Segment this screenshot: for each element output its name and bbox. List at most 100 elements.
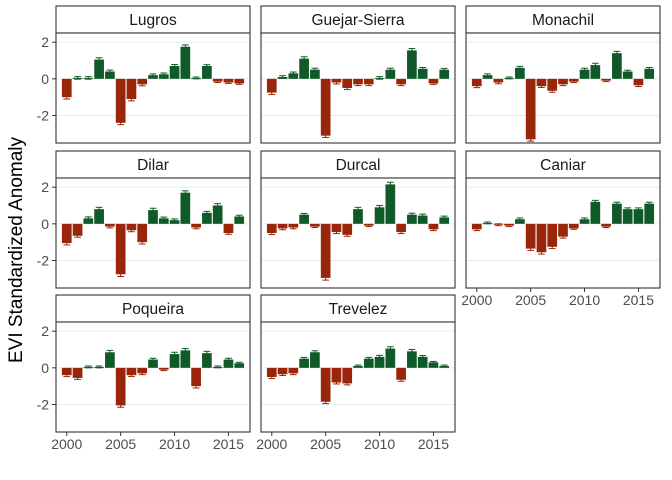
y-tick-label: 2 [41,34,49,50]
bar [515,219,525,224]
bar [385,184,396,224]
x-tick-label: 2005 [515,292,546,308]
bar [590,65,601,79]
bar [320,367,331,402]
bar [396,367,406,380]
panel-guejar-sierra: Guejar-Sierra [260,5,456,144]
bar [439,217,450,224]
y-tick-label: 2 [41,323,49,339]
bar [234,216,245,224]
bar [374,207,385,224]
bar [137,367,148,374]
bar [342,223,353,235]
panel-strip [465,5,661,34]
x-tick-label: 2015 [418,436,449,452]
bar [482,75,493,79]
bar [288,367,299,374]
bar [310,69,320,79]
bar [417,356,428,368]
bar [180,46,191,79]
bar [579,219,590,224]
bar [385,69,396,79]
panel-caniar: Caniar 2000 2005 2010 2015 [461,150,661,308]
bar [353,209,363,224]
bar [612,53,622,79]
bar [234,363,245,368]
bar [407,214,417,224]
bar [169,220,180,224]
bar [169,66,180,79]
panel-strip [55,5,251,34]
bar [363,78,374,85]
bar [525,223,536,249]
bar [223,78,234,83]
plot-background [261,33,455,143]
bar [299,58,309,79]
bar [61,223,72,244]
bar [363,358,374,368]
y-tick-label: -2 [37,397,50,413]
panel-border [260,177,456,289]
panel-lugros: Lugros -2 0 2 [37,5,251,144]
bar [299,214,309,224]
panel-title: Guejar-Sierra [311,12,404,29]
bar [396,78,406,85]
bar [202,353,212,368]
x-tick-label: 2000 [256,436,287,452]
x-tick-label: 2005 [310,436,341,452]
bar [223,359,234,368]
panels-layer: Lugros -2 0 2 Guejar-Sierra Monachil Dilar -2 0 2… [37,5,661,452]
bar [353,78,363,85]
bar [126,78,137,99]
plot-background [56,33,250,143]
x-tick-label: 2015 [623,292,654,308]
panel-monachil: Monachil [465,5,661,144]
bar [137,223,148,243]
panel-durcal: Durcal [260,150,456,289]
bar [288,73,299,79]
panel-title: Trevelez [329,301,388,318]
plot-background [56,178,250,288]
bar [536,78,547,87]
bar [590,201,601,224]
bar [568,223,579,229]
bar [428,223,439,230]
panel-border [465,177,661,289]
bar [439,69,450,79]
bar [83,218,94,224]
bar [288,223,299,228]
panel-border [260,32,456,144]
bar [471,78,482,87]
x-tick-label: 2005 [105,436,136,452]
panel-title: Caniar [540,157,586,174]
y-tick-label: 0 [41,216,49,232]
bar [644,203,655,224]
bar [212,205,223,224]
panel-strip [260,294,456,323]
panel-title: Monachil [532,12,594,29]
x-tick-label: 2000 [461,292,492,308]
bar [396,223,406,233]
bar [191,367,201,387]
y-tick-label: -2 [37,108,50,124]
plot-background [261,322,455,432]
bar [428,78,439,84]
x-tick-label: 2010 [569,292,600,308]
bar [428,362,439,368]
bar [266,78,277,93]
panel-poqueira: Poqueira -2 0 2 2000 2005 2010 2015 [37,294,251,452]
x-tick-label: 2015 [213,436,244,452]
bar [191,223,201,228]
bar [417,68,428,79]
bar [622,209,633,224]
bar [72,367,83,378]
plot-background [466,33,660,143]
bar [105,352,115,368]
bar [126,367,137,376]
bar [126,223,137,231]
bar [417,215,428,224]
x-tick-label: 2000 [51,436,82,452]
bar [331,223,342,233]
bar [266,367,277,377]
bar [115,78,126,123]
